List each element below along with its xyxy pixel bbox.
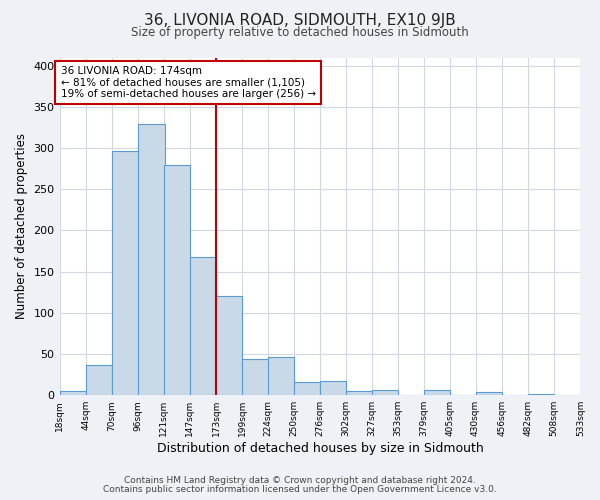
Bar	[424, 390, 450, 395]
Bar	[268, 358, 294, 395]
Bar	[294, 382, 320, 395]
Bar	[190, 257, 216, 395]
Bar	[242, 359, 269, 395]
Text: 36, LIVONIA ROAD, SIDMOUTH, EX10 9JB: 36, LIVONIA ROAD, SIDMOUTH, EX10 9JB	[144, 12, 456, 28]
Bar	[371, 390, 398, 395]
Bar	[164, 166, 190, 395]
Bar	[346, 391, 373, 395]
Bar	[59, 391, 86, 395]
Text: Contains HM Land Registry data © Crown copyright and database right 2024.: Contains HM Land Registry data © Crown c…	[124, 476, 476, 485]
Bar	[320, 381, 346, 395]
Bar	[86, 364, 112, 395]
Bar	[476, 392, 502, 395]
Bar	[112, 150, 138, 395]
Text: 36 LIVONIA ROAD: 174sqm
← 81% of detached houses are smaller (1,105)
19% of semi: 36 LIVONIA ROAD: 174sqm ← 81% of detache…	[61, 66, 316, 99]
X-axis label: Distribution of detached houses by size in Sidmouth: Distribution of detached houses by size …	[157, 442, 484, 455]
Bar	[528, 394, 554, 395]
Bar	[216, 296, 242, 395]
Text: Contains public sector information licensed under the Open Government Licence v3: Contains public sector information licen…	[103, 484, 497, 494]
Text: Size of property relative to detached houses in Sidmouth: Size of property relative to detached ho…	[131, 26, 469, 39]
Y-axis label: Number of detached properties: Number of detached properties	[15, 134, 28, 320]
Bar	[138, 124, 164, 395]
